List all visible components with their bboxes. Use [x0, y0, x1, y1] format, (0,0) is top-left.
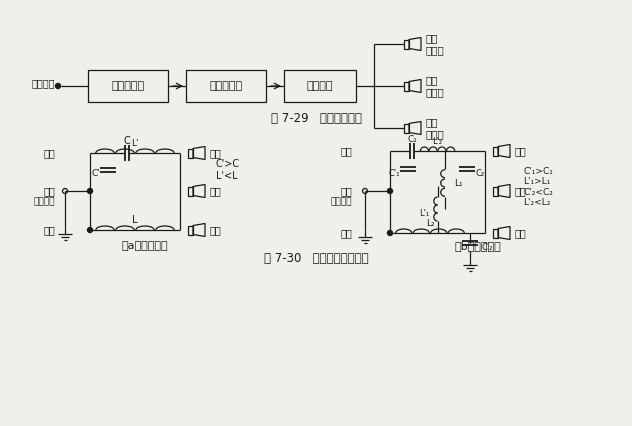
- Bar: [404, 81, 409, 90]
- Bar: [88, 70, 168, 102]
- Text: L₁: L₁: [454, 178, 463, 187]
- Text: L: L: [132, 215, 138, 225]
- Text: 带通: 带通: [43, 186, 55, 196]
- Text: 高音: 高音: [210, 148, 222, 158]
- Text: 低通: 低通: [43, 225, 55, 235]
- Text: 中音: 中音: [515, 186, 526, 196]
- Circle shape: [87, 227, 92, 233]
- Text: 从功放来: 从功放来: [33, 198, 55, 207]
- Text: （a）单元件型: （a）单元件型: [122, 241, 168, 251]
- Text: 高音
扬声器: 高音 扬声器: [426, 33, 445, 55]
- Text: C'₁>C₁
L'₁>L₁
C'₂<C₂
L'₂<L₂: C'₁>C₁ L'₁>L₁ C'₂<C₂ L'₂<L₂: [523, 167, 553, 207]
- Text: 分频网络: 分频网络: [307, 81, 333, 91]
- Text: C': C': [91, 170, 100, 178]
- Text: 高音: 高音: [515, 146, 526, 156]
- Text: C₂: C₂: [475, 169, 484, 178]
- Text: （b）双元件型: （b）双元件型: [454, 241, 501, 251]
- Circle shape: [387, 188, 392, 193]
- Text: C'>C
L'<L: C'>C L'<L: [216, 159, 240, 181]
- Circle shape: [387, 230, 392, 236]
- Circle shape: [87, 188, 92, 193]
- Text: 低音: 低音: [210, 225, 222, 235]
- Text: 高通: 高通: [43, 148, 55, 158]
- Text: C: C: [124, 136, 130, 146]
- Text: 低通: 低通: [340, 228, 352, 238]
- Bar: [188, 149, 193, 158]
- Text: 前置放大器: 前置放大器: [111, 81, 145, 91]
- Text: 图 7-30   三分频功率分频器: 图 7-30 三分频功率分频器: [264, 251, 368, 265]
- Bar: [493, 187, 498, 196]
- Bar: [404, 40, 409, 49]
- Text: 中音: 中音: [210, 186, 222, 196]
- Text: L₂: L₂: [426, 219, 434, 227]
- Bar: [493, 147, 498, 155]
- Bar: [188, 225, 193, 234]
- Text: L'₁: L'₁: [419, 208, 430, 218]
- Text: 中音
扬声器: 中音 扬声器: [426, 75, 445, 97]
- Text: 功率放大器: 功率放大器: [209, 81, 243, 91]
- Circle shape: [56, 83, 61, 89]
- Text: 信号输入: 信号输入: [32, 78, 55, 88]
- Text: L': L': [131, 138, 139, 147]
- Text: C₁: C₁: [407, 135, 417, 144]
- Text: 带通: 带通: [340, 186, 352, 196]
- Bar: [186, 70, 266, 102]
- Text: 低音: 低音: [515, 228, 526, 238]
- Bar: [284, 70, 356, 102]
- Text: 低音
扬声器: 低音 扬声器: [426, 117, 445, 139]
- Bar: [493, 228, 498, 238]
- Text: C'₁: C'₁: [389, 169, 400, 178]
- Text: 高通: 高通: [340, 146, 352, 156]
- Bar: [188, 187, 193, 196]
- Bar: [404, 124, 409, 132]
- Text: 图 7-29   功率分频方式: 图 7-29 功率分频方式: [270, 112, 362, 124]
- Text: 从功放来: 从功放来: [331, 198, 352, 207]
- Text: C'₂: C'₂: [482, 242, 494, 251]
- Text: L'₂: L'₂: [432, 136, 442, 146]
